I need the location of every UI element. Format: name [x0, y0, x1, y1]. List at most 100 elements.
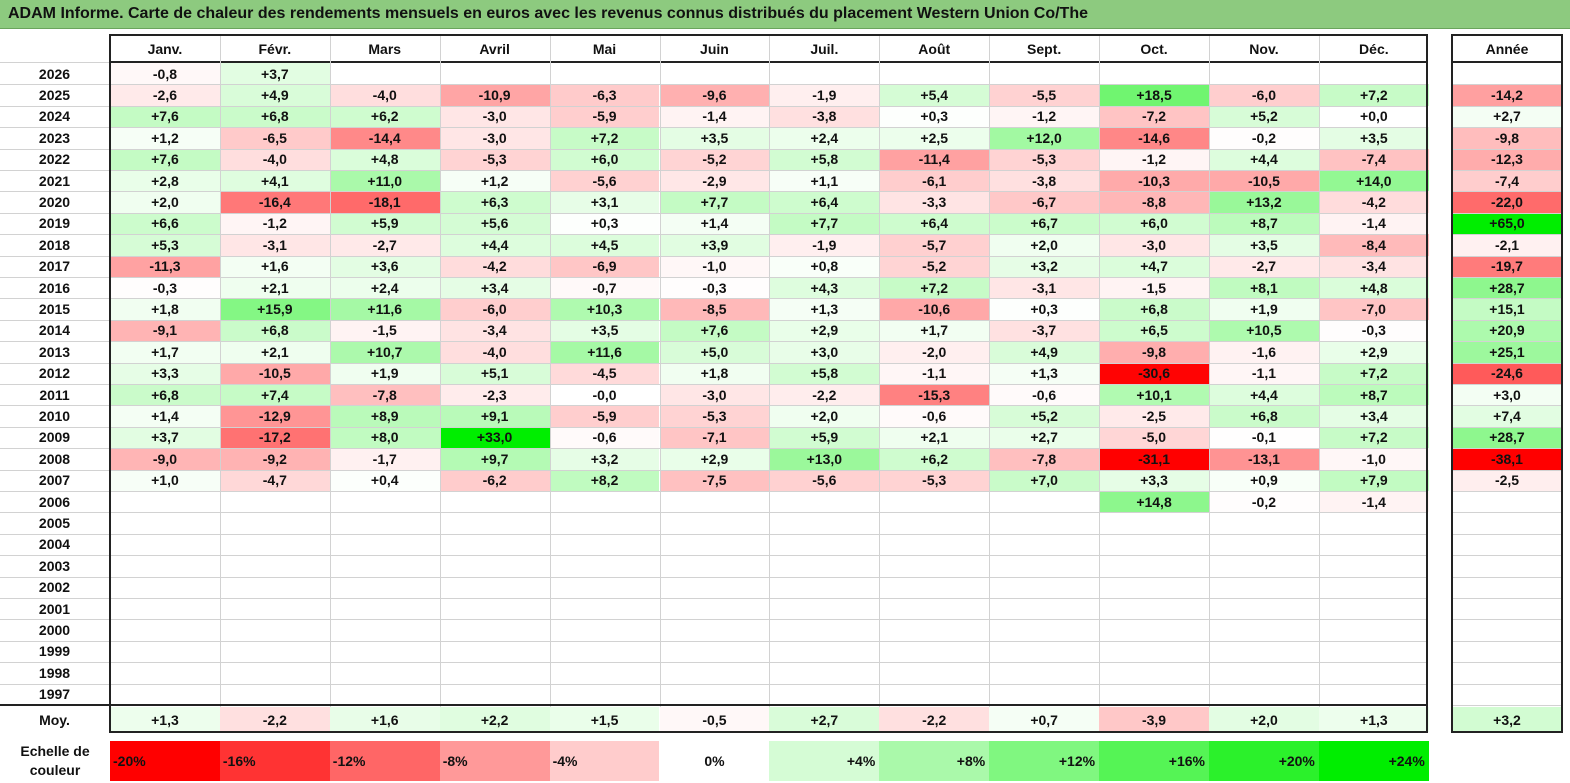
- heatmap-cell: [1318, 576, 1429, 598]
- heatmap-cell: -5,6: [769, 469, 880, 491]
- annual-cell: +28,7: [1453, 426, 1561, 449]
- heatmap-cell: -3,7: [989, 319, 1100, 342]
- heatmap-cell: +7,0: [989, 469, 1100, 491]
- heatmap-cell: -6,1: [879, 170, 990, 192]
- row-divider: [1451, 213, 1563, 214]
- heatmap-cell: +9,7: [439, 448, 550, 470]
- month-header: Nov.: [1249, 41, 1279, 57]
- row-divider: [1451, 470, 1563, 471]
- heatmap-cell: -0,2: [1209, 127, 1319, 149]
- heatmap-cell: -7,0: [1318, 298, 1429, 320]
- heatmap-cell: [879, 576, 990, 598]
- heatmap-cell: [1209, 533, 1319, 556]
- heatmap-cell: [329, 619, 440, 641]
- heatmap-cell: [549, 683, 660, 705]
- annual-cell: [1453, 533, 1561, 556]
- heatmap-cell: [110, 683, 220, 705]
- color-scale-stop: +4%: [769, 741, 880, 781]
- heatmap-cell: [439, 598, 550, 620]
- heatmap-cell: [110, 512, 220, 534]
- year-label: 1998: [38, 664, 71, 681]
- heatmap-cell: -30,6: [1099, 362, 1209, 384]
- heatmap-cell: -1,1: [879, 362, 990, 384]
- heatmap-cell: -10,5: [219, 362, 330, 384]
- heatmap-cell: +6,8: [219, 319, 330, 342]
- annual-cell: [1453, 662, 1561, 684]
- heatmap-cell: -9,0: [110, 448, 220, 470]
- heatmap-cell: [659, 640, 770, 663]
- heatmap-cell: -1,4: [659, 105, 770, 128]
- heatmap-cell: +3,6: [329, 255, 440, 277]
- heatmap-cell: -1,1: [1209, 362, 1319, 384]
- year-label: 2026: [38, 65, 71, 82]
- year-label: 2022: [38, 151, 71, 168]
- heatmap-cell: +1,2: [110, 127, 220, 149]
- row-divider: [0, 320, 1428, 321]
- heatmap-cell: [1318, 619, 1429, 641]
- heatmap-cell: -5,5: [989, 84, 1100, 106]
- heatmap-cell: +1,6: [219, 255, 330, 277]
- row-divider: [1451, 298, 1563, 299]
- heatmap-cell: -11,3: [110, 255, 220, 277]
- heatmap-cell: +7,6: [659, 319, 770, 342]
- heatmap-cell: +11,0: [329, 170, 440, 192]
- heatmap-cell: [659, 662, 770, 684]
- row-divider: [1451, 534, 1563, 535]
- heatmap-cell: -3,1: [989, 277, 1100, 299]
- heatmap-cell: -7,8: [329, 384, 440, 406]
- heatmap-cell: -9,2: [219, 448, 330, 470]
- annual-cell: -2,5: [1453, 469, 1561, 491]
- row-divider: [0, 427, 1428, 428]
- heatmap-cell: +2,8: [110, 170, 220, 192]
- heatmap-cell: [1099, 598, 1209, 620]
- year-label: 2002: [38, 579, 71, 596]
- heatmap-cell: +14,0: [1318, 170, 1429, 192]
- heatmap-cell: [1209, 576, 1319, 598]
- heatmap-cell: -3,1: [219, 234, 330, 256]
- column-divider: [330, 36, 331, 733]
- heatmap-cell: [659, 491, 770, 513]
- heatmap-cell: [769, 683, 880, 705]
- row-divider: [1451, 170, 1563, 171]
- annual-cell: +7,4: [1453, 405, 1561, 427]
- heatmap-cell: -3,0: [1099, 234, 1209, 256]
- row-divider: [0, 684, 1428, 685]
- row-divider: [0, 106, 1428, 107]
- heatmap-cell: +1,4: [110, 405, 220, 427]
- heatmap-cell: +10,1: [1099, 384, 1209, 406]
- heatmap-cell: -5,2: [659, 148, 770, 170]
- heatmap-cell: +8,0: [329, 426, 440, 449]
- heatmap-cell: +6,2: [329, 105, 440, 128]
- year-label: 2003: [38, 557, 71, 574]
- heatmap-cell: -9,8: [1099, 341, 1209, 363]
- row-divider: [0, 213, 1428, 214]
- row-divider: [1451, 384, 1563, 385]
- heatmap-cell: [329, 576, 440, 598]
- heatmap-cell: -0,3: [1318, 319, 1429, 342]
- heatmap-cell: [659, 63, 770, 85]
- year-label: 1999: [38, 643, 71, 660]
- heatmap-cell: [549, 598, 660, 620]
- heatmap-cell: [219, 491, 330, 513]
- heatmap-cell: [989, 619, 1100, 641]
- heatmap-cell: +4,8: [329, 148, 440, 170]
- heatmap-cell: [659, 598, 770, 620]
- heatmap-cell: [219, 576, 330, 598]
- heatmap-cell: -8,4: [1318, 234, 1429, 256]
- heatmap-cell: -10,3: [1099, 170, 1209, 192]
- heatmap-cell: +1,8: [110, 298, 220, 320]
- heatmap-cell: -1,0: [1318, 448, 1429, 470]
- row-divider: [1451, 598, 1563, 599]
- heatmap-cell: -3,8: [989, 170, 1100, 192]
- heatmap-cell: +6,4: [879, 212, 990, 235]
- heatmap-cell: [439, 555, 550, 577]
- heatmap-cell: +3,4: [1318, 405, 1429, 427]
- heatmap-cell: +7,9: [1318, 469, 1429, 491]
- heatmap-cell: -5,3: [879, 469, 990, 491]
- heatmap-cell: [110, 619, 220, 641]
- color-scale-stop: -12%: [329, 741, 440, 781]
- row-divider: [1451, 106, 1563, 107]
- row-divider: [0, 191, 1428, 192]
- annual-cell: [1453, 491, 1561, 513]
- heatmap-cell: -7,5: [659, 469, 770, 491]
